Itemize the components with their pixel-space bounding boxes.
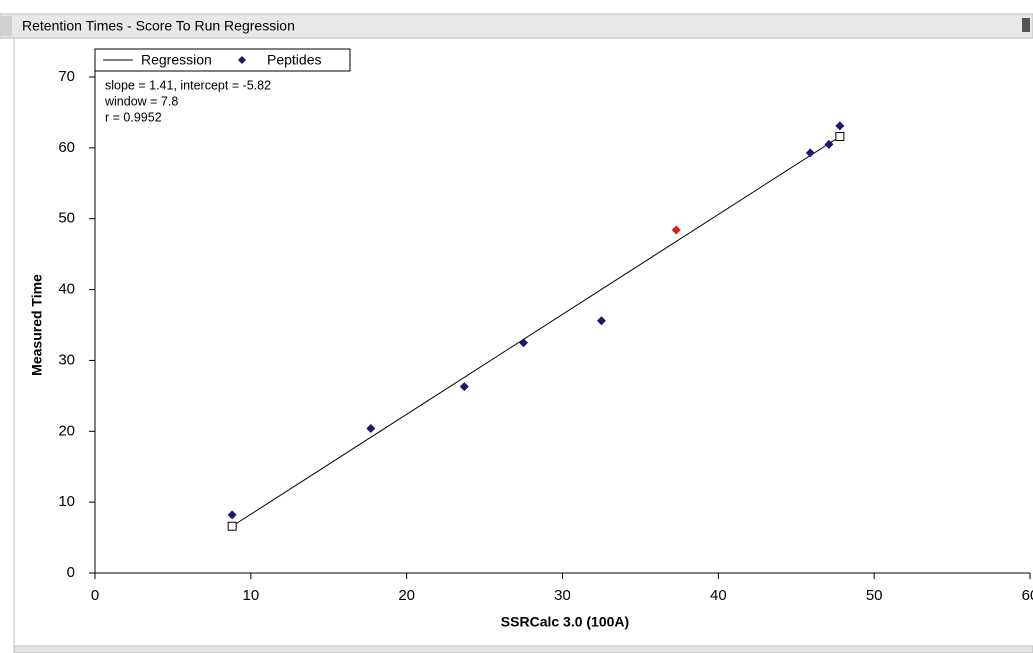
y-tick-label: 70 — [58, 68, 75, 85]
y-tick-label: 0 — [67, 564, 75, 581]
x-axis-label: SSRCalc 3.0 (100A) — [501, 614, 629, 630]
chart: SSRCalc 3.0 (100A) Measured Time slope =… — [29, 48, 1033, 630]
x-tick-label: 20 — [398, 587, 415, 604]
peptide-point — [824, 139, 834, 149]
y-tick-label: 50 — [58, 210, 75, 227]
legend-label: Regression — [141, 52, 212, 68]
y-tick-label: 40 — [58, 281, 75, 298]
y-tick-label: 10 — [58, 493, 75, 510]
y-tick-label: 30 — [58, 351, 75, 368]
legend-swatch — [238, 56, 246, 64]
window-title: Retention Times - Score To Run Regressio… — [22, 18, 295, 34]
x-tick-label: 30 — [554, 587, 571, 604]
pin-button[interactable] — [1022, 18, 1030, 32]
peptide-point — [596, 316, 606, 326]
bottom-tabs — [13, 645, 1033, 653]
x-tick-label: 10 — [242, 587, 259, 604]
peptide-point — [835, 121, 845, 131]
top-strip — [0, 0, 1033, 14]
x-tick-label: 50 — [866, 587, 883, 604]
y-tick-label: 60 — [58, 139, 75, 156]
peptide-point — [519, 338, 529, 348]
peptide-point — [671, 225, 681, 235]
annotation: slope = 1.41, intercept = -5.82 — [105, 78, 271, 92]
regression-endpoint — [835, 132, 845, 142]
peptide-point — [805, 148, 815, 158]
x-tick-label: 0 — [91, 587, 99, 604]
legend-label: Peptides — [267, 52, 321, 68]
peptide-point — [227, 510, 237, 520]
annotation: window = 7.8 — [104, 94, 178, 108]
y-axis-label: Measured Time — [29, 274, 45, 376]
regression-endpoint — [227, 521, 237, 531]
peptide-point — [459, 382, 469, 392]
y-tick-label: 20 — [58, 422, 75, 439]
x-tick-label: 60 — [1022, 587, 1033, 604]
close-button[interactable] — [0, 16, 12, 36]
x-tick-label: 40 — [710, 587, 727, 604]
annotation: r = 0.9952 — [105, 110, 162, 124]
regression-line — [231, 136, 841, 527]
legend — [94, 48, 351, 72]
title-bar — [0, 13, 1033, 39]
peptide-point — [366, 423, 376, 433]
